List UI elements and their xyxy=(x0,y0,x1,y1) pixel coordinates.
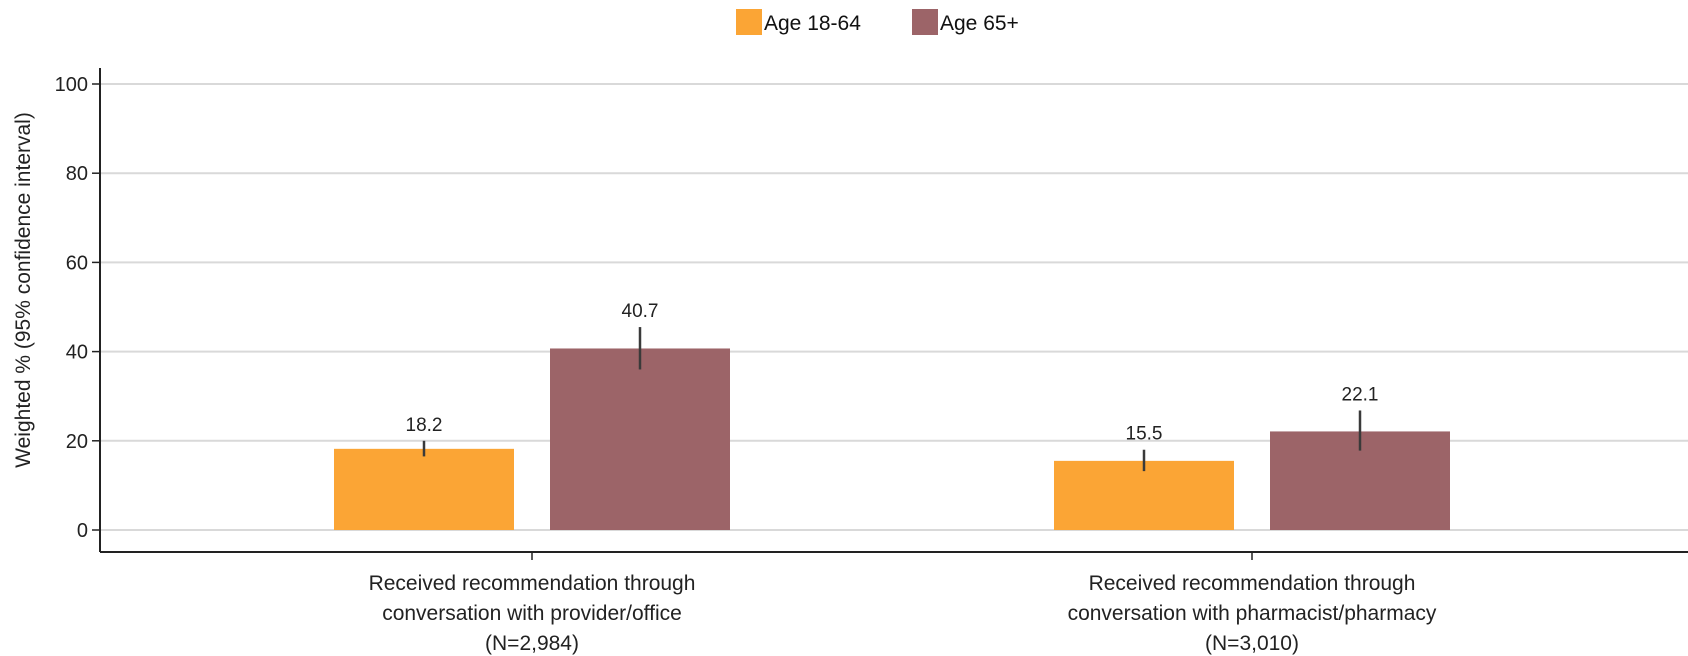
y-axis-ticks: 0 20 40 60 80 100 xyxy=(55,74,100,542)
category-labels: Received recommendation through conversat… xyxy=(369,552,1437,655)
bars: 18.2 40.7 15.5 22.1 xyxy=(334,301,1450,530)
legend-label: Age 18-64 xyxy=(764,12,861,35)
y-tick-label: 80 xyxy=(66,163,88,185)
legend: Age 18-64 Age 65+ xyxy=(736,9,1019,35)
data-label: 22.1 xyxy=(1342,384,1379,405)
category-label-line: conversation with provider/office xyxy=(382,602,682,625)
category-label-line: conversation with pharmacist/pharmacy xyxy=(1068,602,1437,625)
category-label-line: Received recommendation through xyxy=(1089,572,1416,595)
bar xyxy=(1054,460,1234,530)
bar xyxy=(334,448,514,530)
data-label: 15.5 xyxy=(1126,424,1163,445)
category-label-line: (N=2,984) xyxy=(485,632,579,655)
axes xyxy=(99,68,1688,553)
bar xyxy=(550,348,730,530)
y-tick-label: 20 xyxy=(66,431,88,453)
data-label: 40.7 xyxy=(622,301,659,322)
legend-swatch xyxy=(736,9,762,35)
y-tick-label: 100 xyxy=(55,74,88,96)
y-tick-label: 60 xyxy=(66,252,88,274)
y-axis-title: Weighted % (95% confidence interval) xyxy=(12,112,35,468)
data-label: 18.2 xyxy=(406,415,443,436)
category-label-line: Received recommendation through xyxy=(369,572,696,595)
legend-label: Age 65+ xyxy=(940,12,1019,35)
category-label-line: (N=3,010) xyxy=(1205,632,1299,655)
legend-swatch xyxy=(912,9,938,35)
y-tick-label: 0 xyxy=(77,520,88,542)
y-tick-label: 40 xyxy=(66,342,88,364)
